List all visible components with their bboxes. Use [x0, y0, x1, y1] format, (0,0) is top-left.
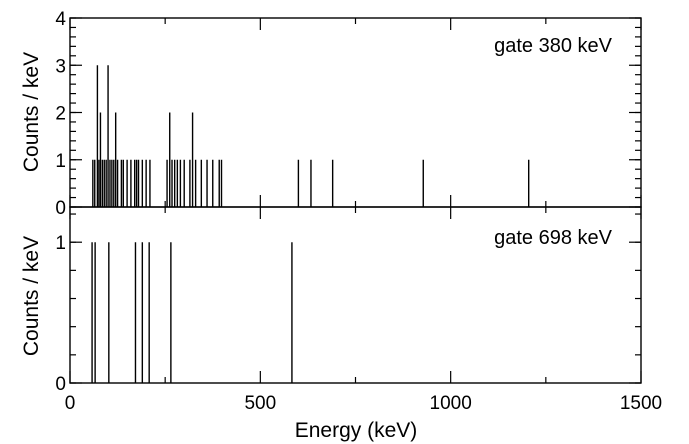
top-y-tick-label: 0 — [55, 198, 66, 219]
x-tick-label: 0 — [65, 393, 76, 414]
bottom-panel-annotation: gate 698 keV — [494, 227, 613, 249]
bottom-y-tick-label: 1 — [55, 233, 66, 254]
top-panel: 0 1 2 3 4 — [55, 9, 642, 219]
top-y-tick-label: 2 — [55, 104, 66, 125]
x-axis-label: Energy (keV) — [295, 419, 418, 442]
x-tick-label: 1500 — [620, 393, 662, 414]
top-y-tick-label: 3 — [55, 56, 66, 77]
bottom-panel: 0 1 0 500 1000 1500 — [55, 206, 662, 414]
top-y-tick-label: 4 — [55, 9, 66, 30]
x-tick-label: 500 — [244, 393, 276, 414]
x-tick-label: 1000 — [430, 393, 472, 414]
top-panel-annotation: gate 380 keV — [494, 35, 613, 57]
top-y-axis-label: Counts / keV — [20, 52, 43, 172]
top-y-tick-label: 1 — [55, 151, 66, 172]
bottom-y-tick-label: 0 — [55, 374, 66, 395]
bottom-y-axis-label: Counts / keV — [20, 236, 43, 356]
